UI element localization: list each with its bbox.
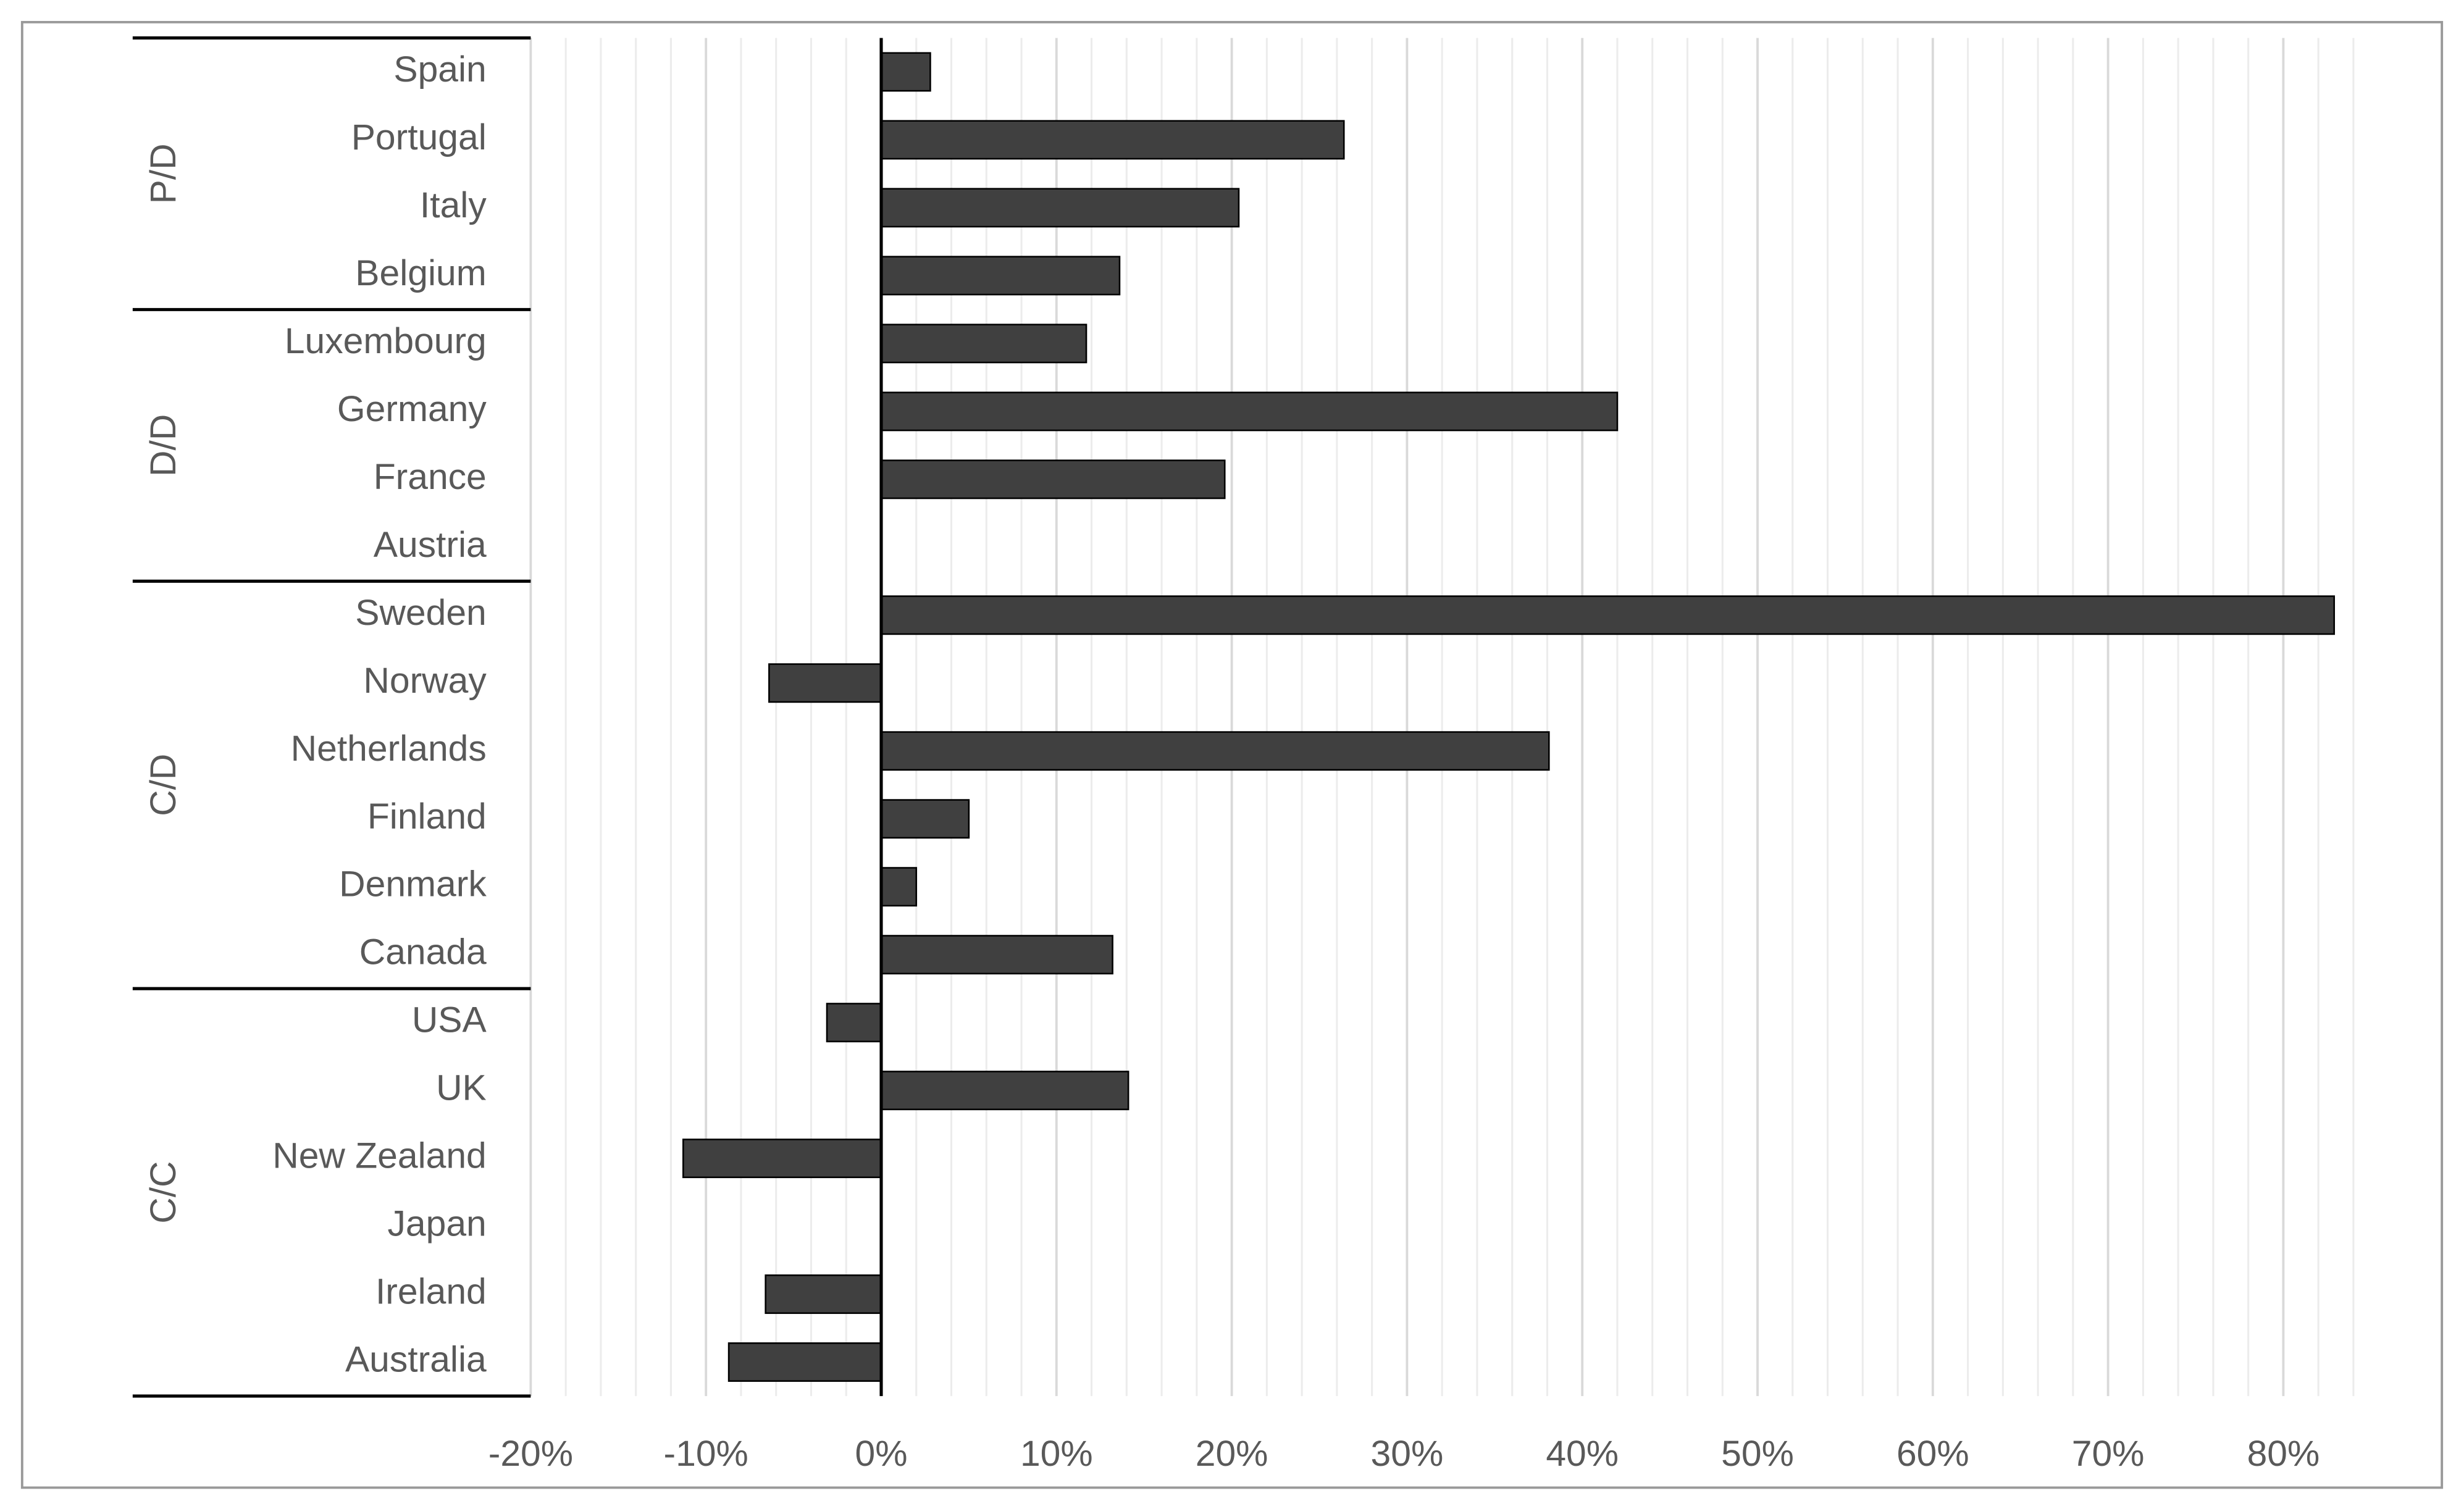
y-tick-label: Finland xyxy=(367,796,487,837)
x-tick-label: 10% xyxy=(1020,1434,1093,1474)
y-tick-label: Denmark xyxy=(339,864,487,905)
y-tick-label: New Zealand xyxy=(272,1136,487,1176)
y-tick-label: Sweden xyxy=(355,593,487,633)
y-tick-label: Canada xyxy=(359,932,487,972)
bar xyxy=(880,867,918,907)
bar xyxy=(880,120,1345,160)
bar xyxy=(880,188,1240,228)
y-tick-label: Netherlands xyxy=(291,729,487,769)
bar xyxy=(880,799,970,839)
bar xyxy=(880,1071,1129,1111)
bar xyxy=(682,1139,882,1179)
x-tick-label: 40% xyxy=(1546,1434,1619,1474)
y-tick-label: Spain xyxy=(393,49,486,90)
x-tick-label: -10% xyxy=(664,1434,748,1474)
y-tick-label: Luxembourg xyxy=(285,321,487,361)
y-tick-label: Ireland xyxy=(375,1272,487,1312)
y-tick-label: Italy xyxy=(420,185,487,225)
y-tick-label: France xyxy=(374,457,487,497)
bar xyxy=(880,256,1121,296)
group-label: C/C xyxy=(143,1161,183,1223)
bar xyxy=(880,52,931,92)
bar xyxy=(880,391,1619,432)
group-label: C/D xyxy=(143,754,183,816)
bar xyxy=(880,459,1226,500)
y-tick-label: Portugal xyxy=(351,117,487,157)
y-tick-label: Germany xyxy=(337,389,487,429)
x-tick-label: 70% xyxy=(2072,1434,2145,1474)
x-tick-label: 60% xyxy=(1896,1434,1969,1474)
bar xyxy=(768,663,882,703)
y-tick-label: Belgium xyxy=(355,253,486,293)
y-tick-label: Japan xyxy=(388,1204,487,1244)
bar xyxy=(880,731,1550,771)
group-label: P/D xyxy=(143,143,183,204)
y-tick-label: USA xyxy=(412,1000,487,1040)
x-tick-label: 20% xyxy=(1196,1434,1268,1474)
bar xyxy=(727,1342,882,1382)
y-tick-label: Austria xyxy=(374,525,487,565)
bar xyxy=(765,1274,882,1315)
bar xyxy=(826,1003,882,1043)
x-tick-label: 50% xyxy=(1721,1434,1794,1474)
y-tick-label: Australia xyxy=(345,1340,487,1380)
x-tick-label: -20% xyxy=(488,1434,573,1474)
y-tick-label: Norway xyxy=(363,661,487,701)
bar xyxy=(880,595,2336,635)
bar xyxy=(880,324,1087,364)
bar xyxy=(880,935,1113,975)
x-tick-label: 80% xyxy=(2247,1434,2320,1474)
y-tick-label: UK xyxy=(436,1068,487,1108)
group-label: D/D xyxy=(143,414,183,477)
x-tick-label: 0% xyxy=(855,1434,907,1474)
x-tick-label: 30% xyxy=(1371,1434,1444,1474)
